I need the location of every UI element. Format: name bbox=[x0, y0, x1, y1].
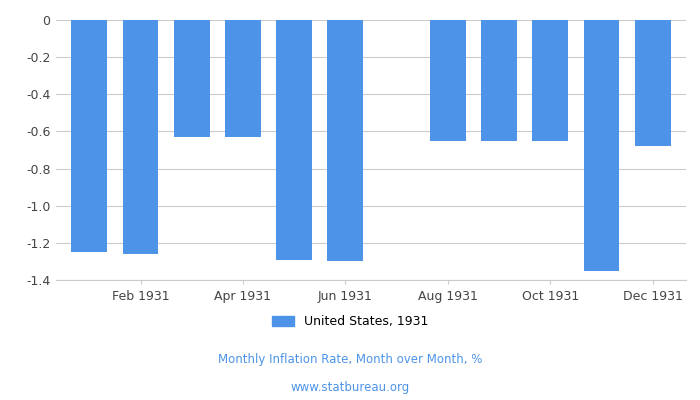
Bar bbox=[481, 20, 517, 141]
Bar bbox=[430, 20, 466, 141]
Bar bbox=[174, 20, 210, 137]
Text: www.statbureau.org: www.statbureau.org bbox=[290, 382, 410, 394]
Bar bbox=[532, 20, 568, 141]
Bar bbox=[584, 20, 620, 271]
Text: Monthly Inflation Rate, Month over Month, %: Monthly Inflation Rate, Month over Month… bbox=[218, 354, 482, 366]
Bar bbox=[122, 20, 158, 254]
Bar bbox=[328, 20, 363, 262]
Bar bbox=[71, 20, 107, 252]
Bar bbox=[225, 20, 261, 137]
Bar bbox=[635, 20, 671, 146]
Legend: United States, 1931: United States, 1931 bbox=[267, 310, 433, 333]
Bar bbox=[276, 20, 312, 260]
